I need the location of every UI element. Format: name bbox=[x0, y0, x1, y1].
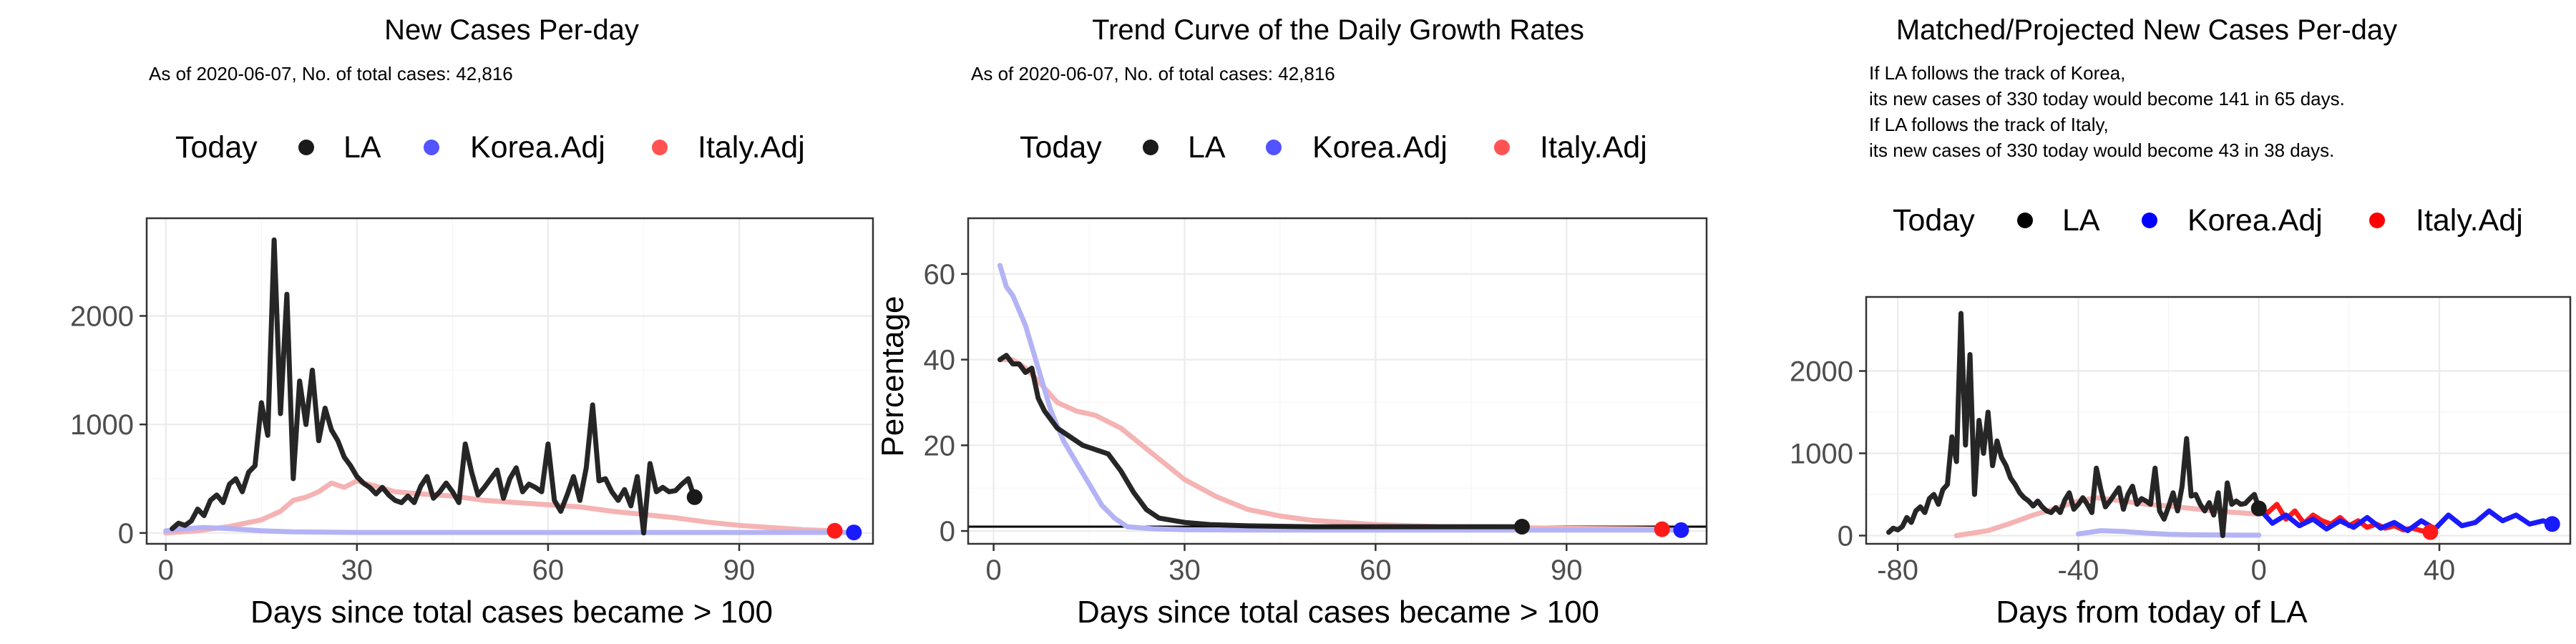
plot-frame bbox=[1865, 296, 2572, 545]
axis-ticks: 0 30 60 90 0 20 40 60 bbox=[924, 259, 1583, 586]
legend-label-la: LA bbox=[2062, 203, 2100, 238]
today-point-korea-adj bbox=[1673, 522, 1689, 538]
legend-dot-korea bbox=[1266, 140, 1282, 155]
x-tick-label: 40 bbox=[2424, 555, 2456, 586]
x-axis-label: Days since total cases became > 100 bbox=[1077, 595, 1599, 630]
gridlines bbox=[968, 218, 1707, 544]
legend-dot-italy bbox=[2369, 213, 2385, 228]
today-point-italy-adj bbox=[2422, 524, 2439, 540]
x-axis-label: Days from today of LA bbox=[1996, 595, 2308, 630]
panel-growth-rates: Trend Curve of the Daily Growth Rates As… bbox=[875, 14, 1708, 630]
chart-title: New Cases Per-day bbox=[384, 14, 639, 46]
today-point-korea-adj bbox=[846, 525, 862, 541]
series-line-korea-adj-faint-blue bbox=[163, 525, 857, 535]
legend-dot-italy bbox=[652, 140, 668, 155]
legend-label-korea: Korea.Adj bbox=[1312, 130, 1448, 165]
today-point-la bbox=[2250, 500, 2267, 517]
today-point-italy-adj bbox=[826, 522, 843, 539]
x-tick-label: 90 bbox=[1551, 555, 1583, 586]
legend-label-italy: Italy.Adj bbox=[698, 130, 805, 165]
legend-dot-korea bbox=[424, 140, 439, 155]
today-point-italy-adj bbox=[1654, 521, 1670, 537]
x-tick-label: -80 bbox=[1877, 555, 1918, 586]
today-point-la bbox=[1514, 519, 1530, 535]
x-tick-label: 60 bbox=[1360, 555, 1392, 586]
today-point-korea-adj bbox=[2544, 516, 2560, 532]
chart-subtitle-line-2: its new cases of 330 today would become … bbox=[1869, 88, 2345, 109]
legend-label-italy: Italy.Adj bbox=[2416, 203, 2523, 238]
axis-ticks: -80 -40 0 40 0 1000 2000 bbox=[1790, 356, 2455, 587]
legend-dot-la bbox=[1143, 140, 1158, 155]
x-tick-label: 0 bbox=[985, 555, 1001, 586]
panel-new-cases: New Cases Per-day As of 2020-06-07, No. … bbox=[70, 14, 874, 630]
y-tick-label: 1000 bbox=[1790, 439, 1853, 470]
legend-label-la: LA bbox=[343, 130, 381, 165]
plot-frame bbox=[145, 217, 874, 545]
legend-label-la: LA bbox=[1188, 130, 1226, 165]
legend: Today LA Korea.Adj Italy.Adj bbox=[1020, 130, 1647, 165]
legend-label-korea: Korea.Adj bbox=[470, 130, 605, 165]
plot-marks bbox=[1886, 311, 2560, 540]
x-tick-label: 90 bbox=[723, 555, 756, 586]
x-tick-label: 0 bbox=[2251, 555, 2267, 586]
series-line-korea-adj-faint-blue bbox=[997, 263, 1684, 533]
chart-title: Matched/Projected New Cases Per-day bbox=[1896, 14, 2397, 46]
x-tick-label: 60 bbox=[532, 555, 565, 586]
axis-ticks: 0 30 60 90 0 1000 2000 bbox=[70, 301, 755, 587]
legend-title: Today bbox=[175, 130, 258, 165]
y-tick-label: 2000 bbox=[70, 301, 134, 333]
chart-subtitle: As of 2020-06-07, No. of total cases: 42… bbox=[971, 63, 1335, 84]
chart-subtitle-line-1: If LA follows the track of Korea, bbox=[1869, 62, 2125, 84]
x-tick-label: -40 bbox=[2058, 555, 2099, 586]
chart-subtitle-line-3: If LA follows the track of Italy, bbox=[1869, 114, 2109, 135]
plot-frame bbox=[967, 217, 1708, 545]
series-line-la-dark bbox=[1886, 311, 2262, 538]
chart-subtitle-line-4: its new cases of 330 today would become … bbox=[1869, 140, 2334, 161]
legend-title: Today bbox=[1020, 130, 1102, 165]
y-axis-label: Percentage bbox=[875, 296, 910, 457]
x-tick-label: 30 bbox=[341, 555, 374, 586]
legend-label-korea: Korea.Adj bbox=[2187, 203, 2323, 238]
x-tick-label: 30 bbox=[1169, 555, 1201, 586]
y-tick-label: 1000 bbox=[70, 409, 134, 441]
legend-dot-korea bbox=[2142, 213, 2157, 228]
legend-dot-la bbox=[298, 140, 314, 155]
y-tick-label: 0 bbox=[940, 516, 955, 547]
today-point-la bbox=[686, 489, 703, 505]
series-line-korea-adj-faint-blue bbox=[2076, 528, 2262, 538]
legend-dot-la bbox=[2017, 213, 2033, 228]
gridlines bbox=[147, 218, 873, 544]
chart-subtitle: As of 2020-06-07, No. of total cases: 42… bbox=[149, 63, 513, 84]
series-line-italy-adj-faint-red bbox=[163, 478, 838, 536]
y-tick-label: 0 bbox=[1838, 521, 1853, 552]
plot-marks bbox=[968, 263, 1707, 538]
plot-marks bbox=[163, 237, 862, 541]
series-line-la-dark bbox=[170, 237, 698, 536]
y-tick-label: 2000 bbox=[1790, 356, 1853, 388]
legend: Today LA Korea.Adj Italy.Adj bbox=[1893, 203, 2523, 238]
legend: Today LA Korea.Adj Italy.Adj bbox=[175, 130, 805, 165]
legend-dot-italy bbox=[1494, 140, 1510, 155]
x-tick-label: 0 bbox=[158, 555, 174, 586]
series-line-korea-adj-solid-blue bbox=[2256, 506, 2555, 534]
panel-projected-cases: Matched/Projected New Cases Per-day If L… bbox=[1790, 14, 2572, 630]
y-tick-label: 0 bbox=[118, 518, 134, 550]
legend-title: Today bbox=[1893, 203, 1975, 238]
series-line-la-dark bbox=[997, 353, 1525, 530]
x-axis-label: Days since total cases became > 100 bbox=[250, 595, 773, 630]
y-tick-label: 20 bbox=[924, 430, 956, 462]
y-tick-label: 40 bbox=[924, 345, 956, 376]
legend-label-italy: Italy.Adj bbox=[1540, 130, 1647, 165]
y-tick-label: 60 bbox=[924, 259, 956, 291]
chart-title: Trend Curve of the Daily Growth Rates bbox=[1092, 14, 1584, 46]
